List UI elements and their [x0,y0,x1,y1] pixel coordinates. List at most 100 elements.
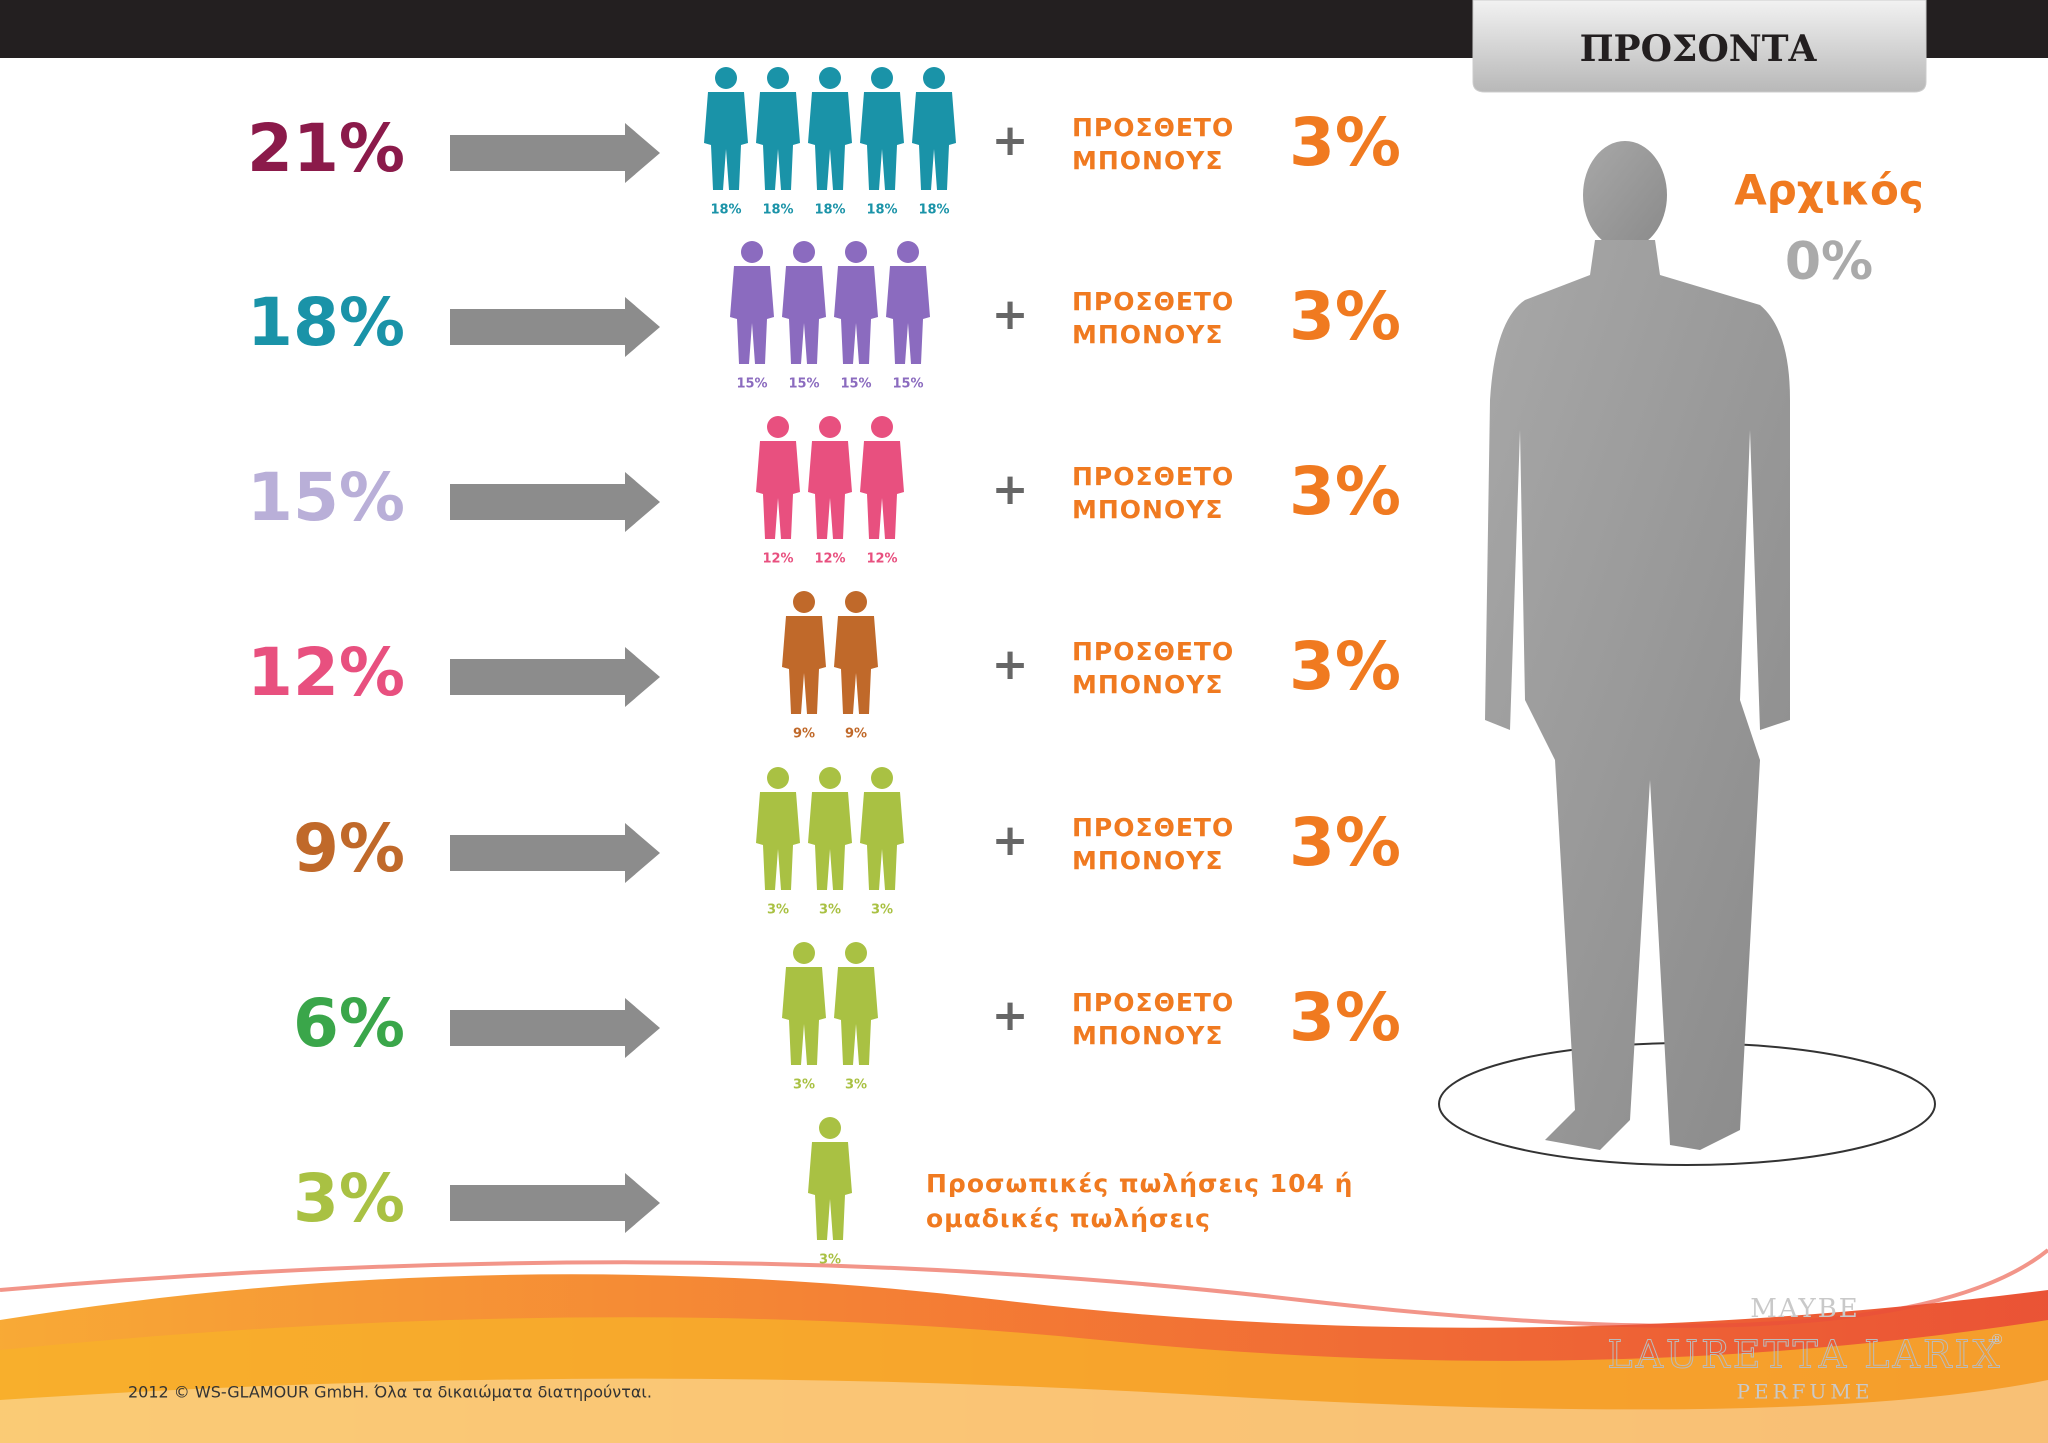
person-silhouette [782,942,826,1065]
person-silhouette [834,241,878,364]
person-silhouette [808,1117,852,1240]
body [808,441,852,539]
figure-label: 18% [762,203,793,218]
figure-label: 3% [793,1078,815,1093]
head [767,416,789,438]
person-silhouette [808,67,852,190]
arrow [450,297,660,357]
level: 15% [247,459,405,536]
logo-top: MAYBE [1750,1294,1860,1324]
head [741,241,763,263]
person-silhouette [730,241,774,364]
head [819,767,841,789]
bonus-label: ΠΡΟΣΘΕΤΟ [1072,287,1234,316]
body [756,92,800,190]
body [886,266,930,364]
bonus-label: ΠΡΟΣΘΕΤΟ [1072,113,1234,142]
figure-label: 3% [819,1253,841,1268]
arrow [450,472,660,532]
bonus: 3% [1289,104,1401,181]
wave [0,1378,2048,1443]
wave [0,1317,2048,1443]
bonus-label: ΜΠΟΝΟΥΣ [1072,846,1223,875]
bonus-label: ΜΠΟΝΟΥΣ [1072,1021,1223,1050]
body [834,967,878,1065]
arrow [450,647,660,707]
figure-label: 18% [710,203,741,218]
plus: + [992,639,1029,690]
bonus: 3% [1289,979,1401,1056]
bonus-label: ΠΡΟΣΘΕΤΟ [1072,637,1234,666]
start-label: Αρχικός [1734,166,1924,215]
plus: + [992,115,1029,166]
head [845,591,867,613]
level: 3% [293,1160,405,1237]
person-silhouette [756,67,800,190]
person-silhouette [782,591,826,714]
figure-label: 12% [814,552,845,567]
head [871,767,893,789]
body [756,792,800,890]
head [767,767,789,789]
header-title: ΠΡΟΣΟΝΤΑ [1580,28,1818,70]
person-silhouette [756,416,800,539]
person-silhouette [834,942,878,1065]
body [704,92,748,190]
person-silhouette [808,767,852,890]
arrow [450,998,660,1058]
start-value: 0% [1785,232,1873,292]
copyright: 2012 © WS-GLAMOUR GmbH. Όλα τα δικαιώματ… [128,1383,652,1402]
wave-line [0,1248,2048,1328]
person-silhouette [834,591,878,714]
header-tab [1472,0,1927,93]
levels: 21% 18% 18% 18% 18% 18% + ΠΡΟΣΘΕΤΟ ΜΠΟΝΟΥΣ 3% 18% 1… [247,67,1401,1268]
arrow [450,123,660,183]
body [860,792,904,890]
plus: + [992,289,1029,340]
body [834,266,878,364]
head [793,942,815,964]
head [793,241,815,263]
note: Προσωπικές πωλήσεις 104 ή [926,1169,1353,1198]
head [767,67,789,89]
head [793,591,815,613]
logo-sub: PERFUME [1737,1380,1874,1404]
body [860,441,904,539]
big-silhouette [1485,141,1790,1150]
bonus: 3% [1289,628,1401,705]
head [871,67,893,89]
bonus-label: ΜΠΟΝΟΥΣ [1072,320,1223,349]
person-silhouette [860,67,904,190]
person-silhouette [912,67,956,190]
person-silhouette [886,241,930,364]
logo-mark: ® [1990,1332,2004,1348]
body [730,266,774,364]
person-silhouette [860,767,904,890]
figure-label: 3% [819,903,841,918]
body [834,616,878,714]
head [897,241,919,263]
plus: + [992,815,1029,866]
bonus-label: ΠΡΟΣΘΕΤΟ [1072,462,1234,491]
person-silhouette [782,241,826,364]
figure-label: 9% [793,727,815,742]
body [912,92,956,190]
head [845,942,867,964]
person-silhouette [808,416,852,539]
bonus: 3% [1289,278,1401,355]
figure-label: 12% [866,552,897,567]
figure-label: 3% [767,903,789,918]
head [819,67,841,89]
figure-label: 3% [871,903,893,918]
head [819,1117,841,1139]
logo: MAYBE LAURETTA LARIX ® PERFUME [1607,1294,2004,1404]
body [808,92,852,190]
plus: + [992,990,1029,1041]
figure-label: 9% [845,727,867,742]
body [808,792,852,890]
figure-label: 18% [918,203,949,218]
figure-label: 12% [762,552,793,567]
body [808,1142,852,1240]
